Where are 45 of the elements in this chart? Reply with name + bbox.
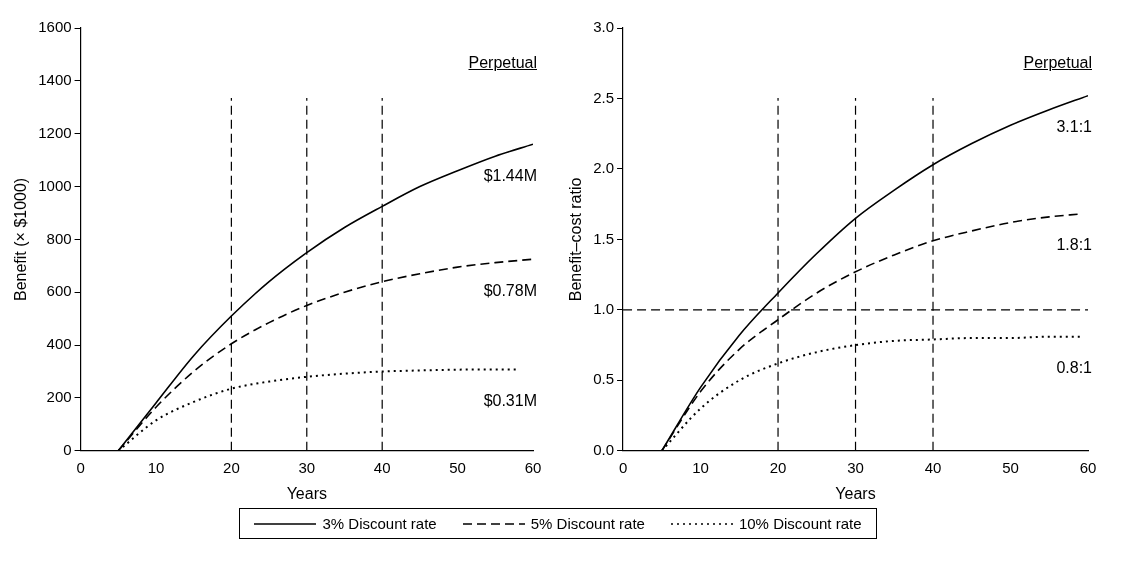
x-tick-label: 40 — [924, 458, 942, 476]
annotation: 1.8:1 — [1056, 236, 1093, 254]
x-tick-label: 0 — [618, 458, 628, 476]
y-axis-title: Benefit–cost ratio — [567, 177, 585, 302]
x-tick-label: 40 — [373, 458, 391, 476]
annotation: $0.31M — [483, 391, 537, 409]
x-tick-label: 50 — [449, 458, 466, 476]
x-tick-label: 10 — [692, 458, 709, 476]
x-tick-label: 20 — [769, 458, 787, 476]
annotation: Perpetual — [468, 53, 537, 73]
y-tick-label: 1.0 — [593, 300, 615, 318]
y-tick-label: 1.5 — [593, 229, 615, 247]
y-axis-title: Benefit (× $1000) — [12, 177, 30, 301]
y-tick-label: 1200 — [38, 123, 72, 141]
x-tick-label: 60 — [1079, 458, 1097, 476]
x-axis-title: Years — [286, 484, 327, 502]
legend-label: 3% Discount rate — [322, 515, 437, 532]
legend-label: 10% Discount rate — [738, 515, 862, 532]
y-tick-label: 2.0 — [593, 159, 615, 177]
x-tick-label: 60 — [524, 458, 542, 476]
y-tick-label: 400 — [46, 335, 72, 353]
y-tick-label: 2.5 — [593, 88, 615, 106]
y-tick-label: 0.0 — [593, 440, 615, 458]
y-tick-label: 3.0 — [593, 18, 615, 36]
y-tick-label: 0.5 — [593, 370, 615, 388]
x-axis-title: Years — [835, 484, 876, 502]
annotation: $0.78M — [483, 281, 537, 299]
annotation: $1.44M — [483, 166, 537, 184]
x-tick-label: 50 — [1002, 458, 1019, 476]
x-tick-label: 20 — [223, 458, 240, 476]
y-tick-label: 1400 — [38, 70, 72, 88]
annotation: 3.1:1 — [1056, 118, 1093, 136]
legend-label: 5% Discount rate — [530, 515, 645, 532]
y-tick-label: 200 — [46, 388, 72, 406]
y-tick-label: 1000 — [38, 176, 72, 194]
x-tick-label: 30 — [298, 458, 316, 476]
annotation: Perpetual — [1023, 53, 1092, 73]
y-tick-label: 0 — [63, 440, 72, 458]
y-tick-label: 600 — [46, 282, 72, 300]
x-tick-label: 0 — [76, 458, 85, 476]
annotation: 0.8:1 — [1056, 359, 1093, 377]
x-tick-label: 30 — [847, 458, 864, 476]
y-tick-label: 800 — [46, 229, 72, 247]
y-tick-label: 1600 — [38, 18, 72, 36]
x-tick-label: 10 — [147, 458, 165, 476]
